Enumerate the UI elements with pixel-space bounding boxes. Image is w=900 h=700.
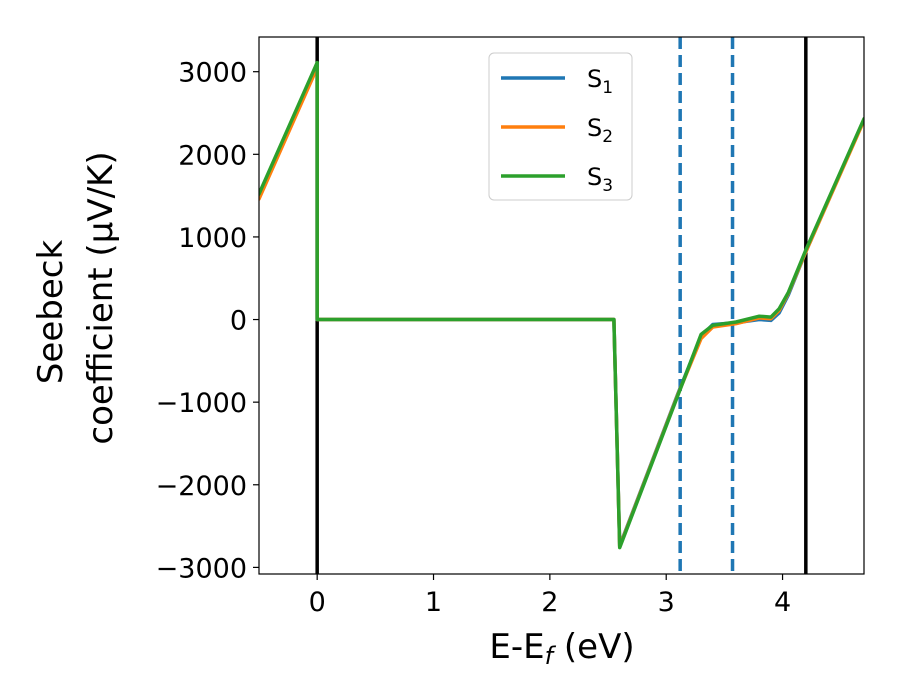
series-line-s3 — [259, 60, 864, 550]
y-tick-label: 1000 — [178, 223, 247, 254]
legend: S1 S2 S3 — [488, 52, 633, 201]
y-tick-label: 3000 — [178, 58, 247, 89]
y-axis-label-line1: Seebeck — [31, 240, 71, 385]
x-tick-label: 1 — [425, 587, 442, 618]
y-tick-label: −1000 — [156, 388, 247, 419]
y-axis-label-line2: coefficient (μV/K) — [81, 151, 121, 444]
y-tick-label: 0 — [230, 306, 247, 337]
legend-items: S1 S2 S3 — [501, 65, 613, 196]
y-axis-ticks: −3000 −2000 −1000 0 1000 2000 3000 — [156, 58, 259, 584]
y-tick-label: −3000 — [156, 553, 247, 584]
series-group — [259, 60, 864, 550]
legend-label-s2: S2 — [587, 114, 613, 147]
x-tick-label: 4 — [774, 587, 791, 618]
legend-label-s1: S1 — [587, 65, 613, 98]
x-tick-label: 0 — [309, 587, 326, 618]
x-tick-label: 3 — [658, 587, 675, 618]
x-axis-label: E-Ef (eV) — [489, 627, 634, 670]
x-axis-ticks: 0 1 2 3 4 — [309, 574, 791, 618]
y-tick-label: −2000 — [156, 471, 247, 502]
plot-frame — [258, 36, 865, 575]
x-tick-label: 2 — [541, 587, 558, 618]
legend-label-s3: S3 — [587, 163, 613, 196]
y-tick-label: 2000 — [178, 140, 247, 171]
